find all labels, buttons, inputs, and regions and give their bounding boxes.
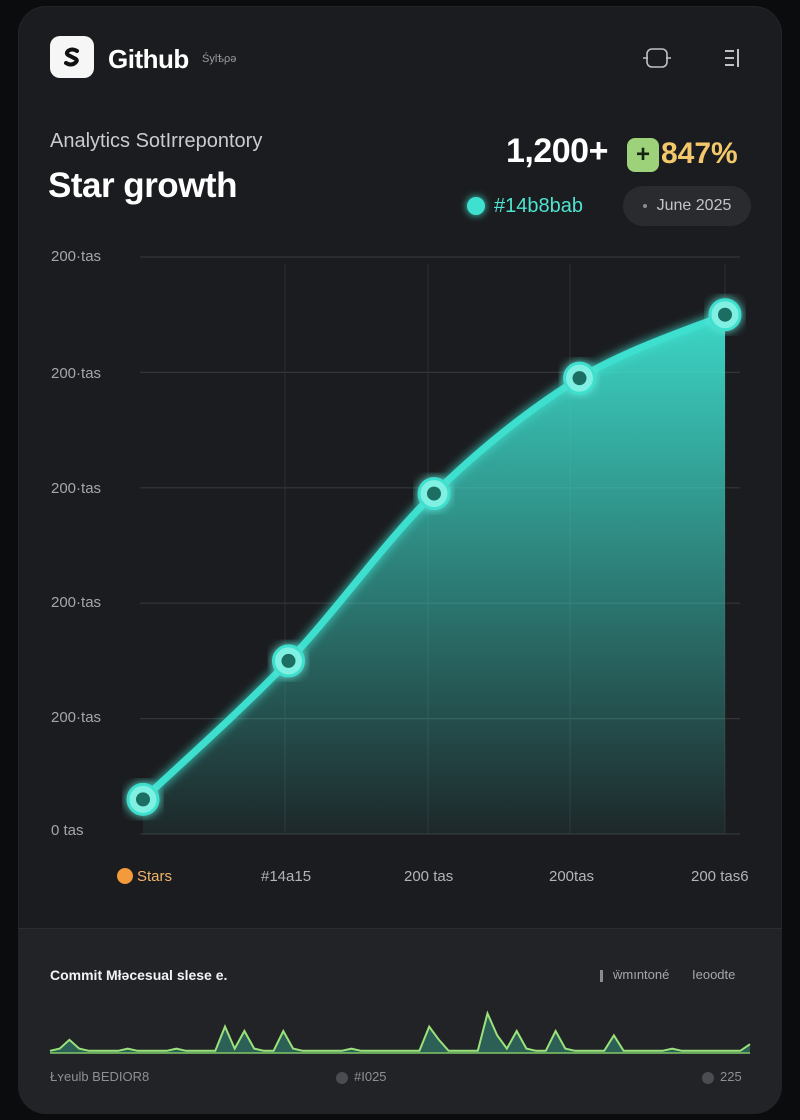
data-point-core	[136, 792, 150, 807]
code-icon[interactable]	[642, 46, 672, 75]
dot-icon	[336, 1071, 348, 1084]
sparkline-area	[50, 1013, 750, 1053]
commit-tag-left[interactable]: ẅmıntoné	[600, 967, 669, 982]
commit-panel-title: Commit Młəcesual slese e.	[50, 967, 228, 983]
growth-percent: 847%	[661, 137, 738, 170]
commit-sparkline	[49, 1010, 751, 1054]
divider-icon	[600, 969, 603, 982]
y-tick-label: 200·tas	[51, 248, 102, 265]
commit-footer-left: Łʏeulb BEDIOR8	[50, 1069, 150, 1084]
commit-activity-panel: Commit Młəcesual slese e. ẅmıntoné Ieood…	[18, 928, 782, 1114]
commit-footer-center: #I025	[336, 1069, 387, 1084]
date-filter-button[interactable]: June 2025	[623, 186, 751, 226]
x-tick-label: 200tas	[549, 868, 595, 885]
y-tick-label: 0 tas	[51, 822, 84, 839]
date-label: June 2025	[656, 197, 732, 214]
x-tick-label: 200 tas	[404, 868, 454, 885]
x-tick-label: Stars	[137, 868, 173, 885]
data-point-core	[281, 653, 296, 668]
y-tick-label: 200·tas	[51, 365, 102, 382]
x-tick-label: #14a15	[261, 868, 312, 885]
series-legend-dot	[467, 197, 485, 215]
sparkline-line	[49, 1010, 751, 1052]
growth-badge: +	[627, 138, 659, 172]
brand-subtitle: Śylѣρə	[202, 53, 237, 65]
menu-icon[interactable]	[722, 46, 742, 75]
y-tick-label: 200·tas	[51, 709, 102, 726]
commit-footer-right-label: 225	[720, 1069, 742, 1084]
brand-name: Github	[108, 44, 189, 74]
star-count: 1,200+	[506, 132, 608, 170]
dot-icon	[642, 204, 647, 208]
stars-legend-dot	[117, 868, 133, 884]
data-point-core	[718, 307, 732, 322]
page-title: Star growth	[48, 166, 237, 205]
github-logo-icon[interactable]	[50, 36, 94, 78]
y-tick-label: 200·tas	[51, 594, 102, 611]
x-tick-label: 200 tas6	[691, 868, 749, 885]
page-subtitle: Analytics SotIrrepontory	[50, 130, 263, 152]
data-point-core	[572, 371, 587, 386]
y-tick-label: 200·tas	[51, 480, 102, 497]
commit-tag-right[interactable]: Ieoodte	[692, 967, 736, 982]
dot-icon	[702, 1071, 714, 1084]
commit-tag-left-label: ẅmıntoné	[613, 967, 670, 982]
analytics-card: Github Śylѣρə Analytics SotIrrepontory S…	[18, 6, 782, 1114]
series-area	[143, 314, 725, 834]
series-legend-label: #14b8bab	[494, 195, 583, 217]
commit-footer-center-label: #I025	[354, 1069, 387, 1084]
commit-footer-right: 225	[702, 1069, 742, 1084]
data-point-core	[427, 486, 441, 501]
star-growth-chart	[126, 256, 742, 835]
